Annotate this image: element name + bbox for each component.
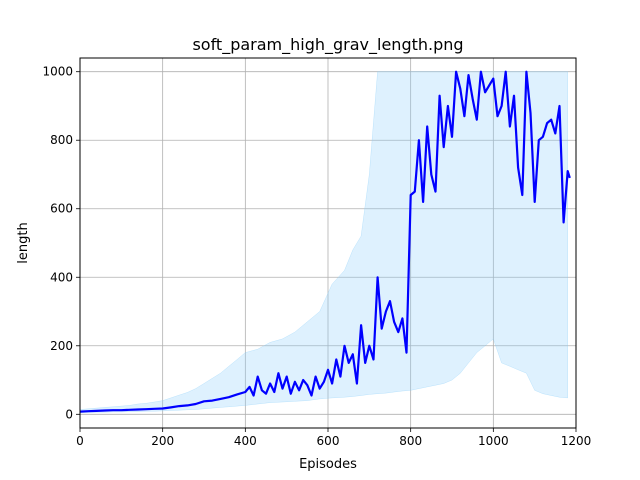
mean-line-layer [79,70,571,413]
x-axis-label: Episodes [299,457,357,472]
y-tick-label: 600 [50,202,73,216]
y-tick-label: 1000 [42,65,73,79]
x-tick-label: 1200 [561,434,592,448]
x-tick-label: 600 [317,434,340,448]
grid [79,58,577,428]
x-tick-label: 0 [76,434,84,448]
x-tick-label: 800 [399,434,422,448]
x-tick-label: 200 [151,434,174,448]
y-tick-label: 400 [50,270,73,284]
chart-title: soft_param_high_grav_length.png [192,35,463,55]
x-tick-label: 400 [234,434,257,448]
y-axis-label: length [16,222,31,263]
y-tick-label: 0 [65,407,73,421]
spread-band-area [79,71,568,413]
x-tick-label: 1000 [478,434,509,448]
y-tick-label: 800 [50,133,73,147]
y-axis-ticks: 0 200 400 600 800 1000 [42,65,80,421]
y-tick-label: 200 [50,339,73,353]
x-axis-ticks: 0 200 400 600 800 1000 1200 [76,428,591,448]
mean-line [79,70,571,413]
spread-band [79,71,568,413]
